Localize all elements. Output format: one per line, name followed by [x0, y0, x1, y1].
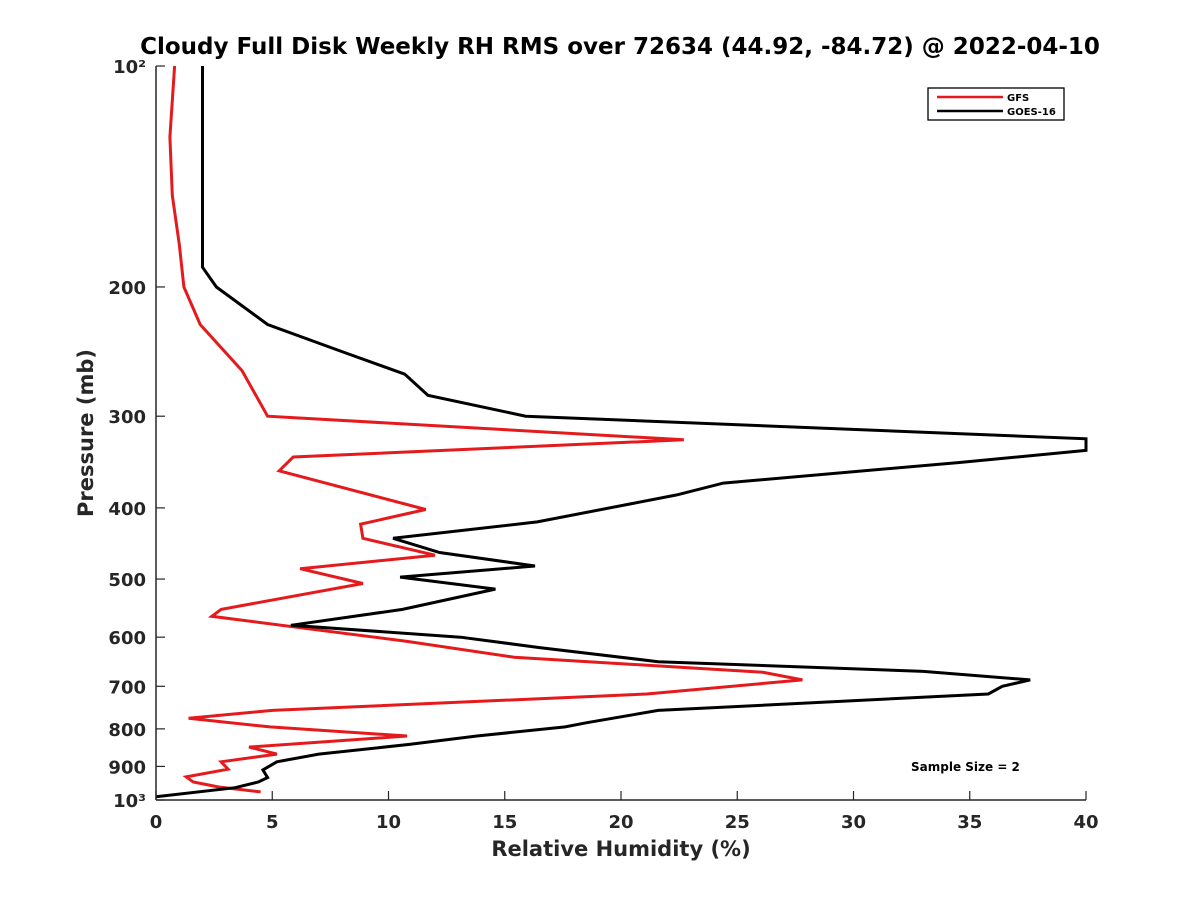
x-tick-label: 40 — [1073, 812, 1098, 833]
x-tick-label: 0 — [150, 812, 163, 833]
y-tick-label: 300 — [108, 407, 146, 428]
y-tick-label: 10² — [113, 57, 146, 78]
x-ticks: 0 5 10 15 20 25 30 35 40 — [150, 791, 1099, 833]
y-tick-label: 600 — [108, 628, 146, 649]
x-tick-label: 25 — [725, 812, 750, 833]
legend: GFS GOES-16 — [927, 87, 1065, 121]
y-tick-label: 700 — [108, 677, 146, 698]
y-tick-label: 400 — [108, 499, 146, 520]
x-tick-label: 20 — [608, 812, 633, 833]
y-tick-label: 200 — [108, 278, 146, 299]
y-tick-label: 800 — [108, 720, 146, 741]
series-layer — [155, 65, 1088, 799]
series-line-gfs — [168, 65, 803, 794]
x-axis-label: Relative Humidity (%) — [491, 837, 750, 861]
legend-goes16-label: GOES-16 — [1007, 107, 1056, 118]
y-axis-label: Pressure (mb) — [74, 349, 98, 517]
legend-gfs-label: GFS — [1007, 93, 1029, 104]
y-tick-label: 900 — [108, 757, 146, 778]
y-ticks: 10² 200 300 400 500 600 700 800 900 10³ — [108, 57, 165, 812]
x-tick-label: 30 — [841, 812, 866, 833]
x-tick-label: 35 — [957, 812, 982, 833]
series-line-goes-16 — [155, 66, 1088, 799]
x-tick-label: 5 — [266, 812, 279, 833]
legend-box — [927, 87, 1065, 121]
plot-area: 0 5 10 15 20 25 30 35 40 10² 200 300 400 500 600 700 80… — [108, 57, 1098, 833]
x-tick-label: 10 — [376, 812, 401, 833]
sample-size-annotation: Sample Size = 2 — [911, 760, 1020, 774]
x-tick-label: 15 — [492, 812, 517, 833]
y-tick-label: 500 — [108, 570, 146, 591]
y-tick-label: 10³ — [113, 791, 146, 812]
chart-title: Cloudy Full Disk Weekly RH RMS over 7263… — [140, 34, 1100, 60]
